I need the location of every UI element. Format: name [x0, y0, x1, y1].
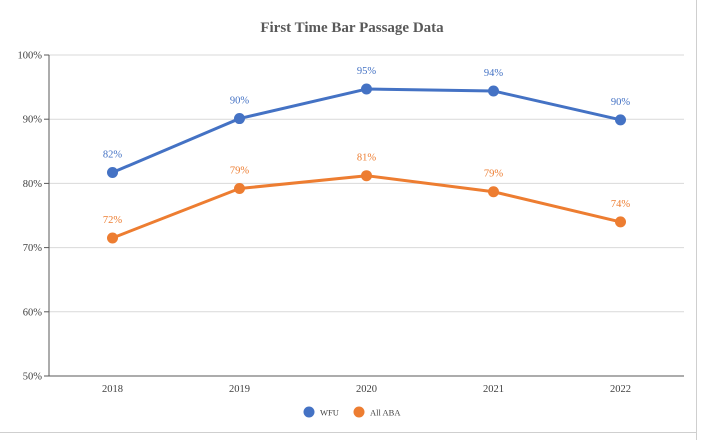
data-label: 95% — [357, 66, 377, 77]
x-tick-label: 2022 — [610, 384, 631, 395]
legend-label: All ABA — [370, 408, 401, 418]
data-point — [488, 85, 499, 97]
axes: 50% 60% 70% 80% 90% 100% 2018 2019 2020 2021 2022 — [18, 51, 684, 395]
frame-border-right — [696, 0, 697, 440]
data-point — [615, 216, 626, 228]
y-tick-label: 100% — [18, 51, 43, 62]
data-point — [488, 186, 499, 198]
data-label: 79% — [484, 169, 504, 180]
legend-marker — [303, 406, 315, 418]
y-tick-label: 70% — [23, 243, 43, 254]
data-point — [615, 114, 626, 126]
x-tick-label: 2021 — [483, 384, 504, 395]
data-point — [361, 83, 372, 95]
data-label: 79% — [230, 166, 250, 177]
y-tick-label: 80% — [23, 179, 43, 190]
chart-title: First Time Bar Passage Data — [260, 20, 444, 36]
data-label: 94% — [484, 68, 504, 79]
data-point — [107, 232, 118, 244]
y-tick-label: 50% — [23, 372, 43, 383]
x-tick-label: 2020 — [356, 384, 377, 395]
data-point — [234, 113, 245, 125]
legend-marker — [353, 406, 365, 418]
data-point — [107, 166, 118, 178]
legend-label: WFU — [320, 408, 339, 418]
legend: WFU All ABA — [303, 406, 401, 418]
data-label: 82% — [103, 149, 123, 160]
x-tick-label: 2019 — [229, 384, 250, 395]
data-label: 90% — [611, 97, 631, 108]
series: 82% 90% 95% 94% 90% 72% 79% 81% 79% 74% — [103, 66, 631, 244]
data-label: 81% — [357, 153, 377, 164]
data-point — [361, 170, 372, 182]
data-label: 74% — [611, 199, 631, 210]
frame-border-bottom — [0, 432, 697, 433]
x-tick-label: 2018 — [102, 384, 123, 395]
series-line-1 — [111, 174, 622, 240]
data-point — [234, 183, 245, 195]
data-label: 90% — [230, 96, 250, 107]
y-tick-label: 60% — [23, 307, 43, 318]
data-label: 72% — [103, 215, 123, 226]
y-tick-label: 90% — [23, 115, 43, 126]
